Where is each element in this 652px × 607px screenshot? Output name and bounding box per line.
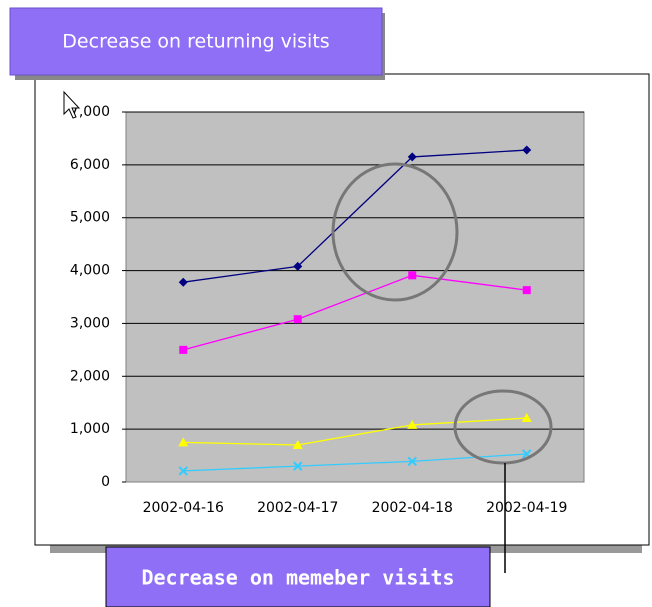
y-tick-label: 3,000 bbox=[70, 315, 110, 331]
marker bbox=[178, 437, 189, 447]
marker bbox=[178, 277, 188, 287]
marker bbox=[292, 440, 303, 449]
callout-box bbox=[9, 7, 383, 76]
marker bbox=[178, 466, 188, 476]
series-line bbox=[183, 149, 527, 283]
series-line bbox=[183, 453, 527, 472]
marker bbox=[293, 261, 303, 271]
y-tick-label: 2,000 bbox=[70, 368, 110, 384]
marker bbox=[408, 271, 417, 280]
plot-area: 0 1,000 2,000 3,000 4,000 5,000 6,000 7,000 2002… bbox=[70, 104, 585, 516]
series-line bbox=[183, 417, 527, 446]
marker bbox=[293, 315, 302, 324]
marker bbox=[407, 456, 417, 467]
highlight-ellipse bbox=[331, 162, 459, 302]
highlight-ellipse bbox=[453, 389, 553, 465]
x-tick-label: 2002-04-17 bbox=[257, 500, 338, 516]
y-tick-label: 1,000 bbox=[70, 421, 110, 437]
marker bbox=[179, 345, 188, 354]
x-tick-label: 2002-04-19 bbox=[486, 500, 567, 516]
marker bbox=[522, 286, 531, 295]
y-tick-label: 4,000 bbox=[70, 263, 110, 279]
y-tick-label: 5,000 bbox=[70, 210, 110, 226]
y-tick-label: 7,000 bbox=[70, 104, 110, 120]
marker bbox=[407, 419, 418, 429]
y-tick-label: 0 bbox=[101, 474, 110, 490]
marker bbox=[407, 152, 417, 162]
x-tick-label: 2002-04-18 bbox=[372, 500, 453, 516]
annotation: Decrease on memeber visits bbox=[141, 566, 454, 590]
marker bbox=[522, 145, 532, 155]
mouse-cursor bbox=[63, 90, 81, 119]
marker bbox=[293, 461, 303, 471]
annotation: Decrease on returning visits bbox=[62, 31, 329, 53]
x-tick-label: 2002-04-16 bbox=[143, 500, 224, 516]
series-line bbox=[183, 274, 527, 351]
callout-box bbox=[105, 546, 491, 607]
marker bbox=[521, 413, 532, 423]
y-tick-label: 6,000 bbox=[70, 157, 110, 173]
